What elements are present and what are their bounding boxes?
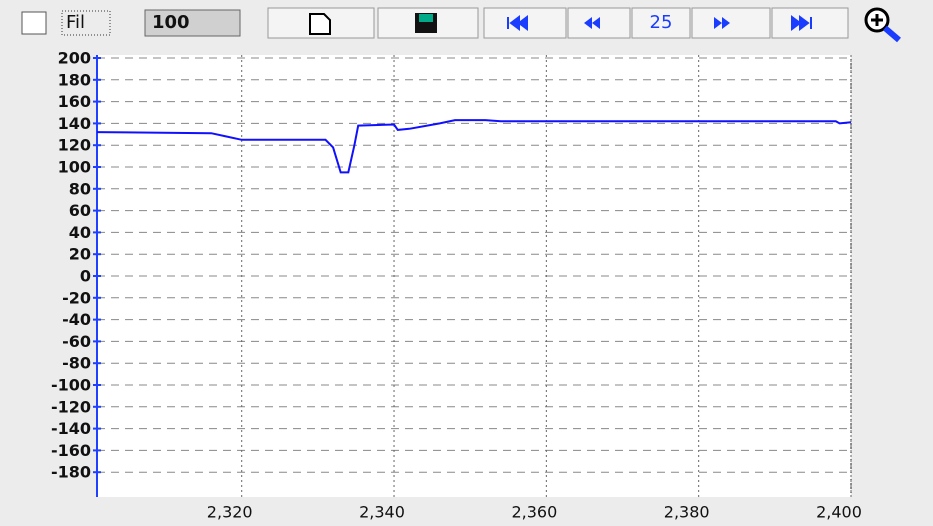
x-tick-label: 2,340 (359, 503, 405, 522)
zoom-button[interactable] (864, 7, 901, 43)
y-tick-label: -40 (62, 310, 91, 329)
zoom-handle (883, 25, 901, 43)
y-tick-label: 40 (69, 223, 91, 242)
x-tick-label: 2,320 (207, 503, 253, 522)
x-tick-label: 2,400 (816, 503, 862, 522)
page-field[interactable] (631, 7, 691, 39)
y-tick-label: 120 (58, 136, 91, 155)
prev-icon (584, 17, 600, 29)
y-tick-label: -20 (62, 288, 91, 307)
y-tick-label: -180 (51, 463, 91, 482)
y-tick-label: 80 (69, 179, 91, 198)
x-tick-label: 2,360 (511, 503, 557, 522)
checkbox-focus (61, 10, 111, 36)
y-tick-label: 160 (58, 92, 91, 111)
save-icon-label (419, 14, 433, 22)
y-tick-label: 60 (69, 201, 91, 220)
next-button[interactable] (691, 7, 771, 39)
zoom-plus (871, 14, 883, 26)
y-tick-label: -80 (62, 354, 91, 373)
x-tick-label: 2,380 (664, 503, 710, 522)
y-tick-label: 0 (80, 267, 91, 286)
y-tick-label: -140 (51, 419, 91, 438)
y-tick-label: -100 (51, 376, 91, 395)
y-tick-label: -120 (51, 397, 91, 416)
y-tick-label: -60 (62, 332, 91, 351)
fill-checkbox[interactable] (21, 11, 47, 35)
last-icon (791, 15, 812, 31)
count-field-text: 100 (152, 12, 190, 33)
y-tick-label: 20 (69, 245, 91, 264)
y-tick-label: -160 (51, 441, 91, 460)
page-field-text: 25 (650, 12, 673, 33)
plot-area (97, 55, 851, 497)
first-icon (507, 15, 528, 31)
y-tick-label: 200 (58, 49, 91, 68)
y-tick-label: 140 (58, 114, 91, 133)
y-tick-label: 180 (58, 70, 91, 89)
new-icon (309, 13, 331, 35)
next-icon (714, 17, 730, 29)
data-line (96, 119, 852, 174)
y-tick-label: 100 (58, 158, 91, 177)
checkbox-label[interactable]: Fil (66, 12, 85, 33)
count-field[interactable] (144, 9, 241, 37)
